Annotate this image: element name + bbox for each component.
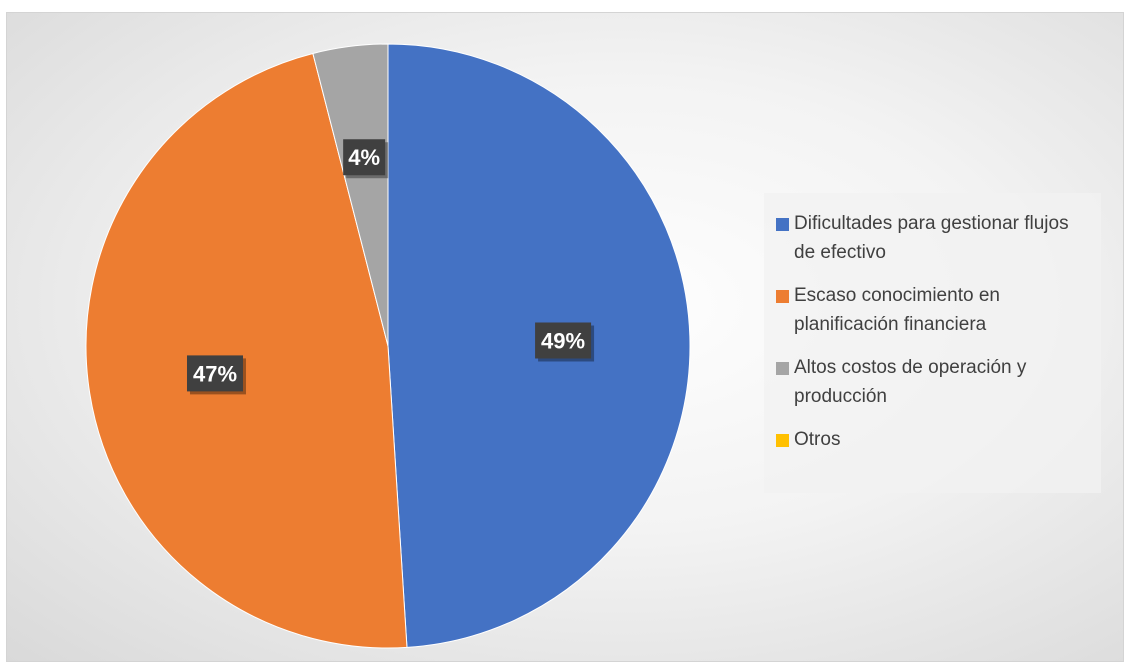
slice-financial-planning bbox=[85, 52, 408, 649]
data-label-box bbox=[535, 322, 592, 359]
legend-swatch bbox=[776, 434, 789, 447]
legend-item-otros: Otros bbox=[776, 425, 1094, 454]
legend-label: Otros bbox=[794, 429, 841, 450]
data-label-financial-planning: 47% bbox=[186, 355, 246, 395]
legend-swatch bbox=[776, 290, 789, 303]
data-label-operating-costs: 4% bbox=[343, 139, 389, 179]
legend-item-operating-costs: Altos costos de operación y producción bbox=[776, 353, 1094, 411]
legend-item-financial-planning: Escaso conocimiento en planificación fin… bbox=[776, 281, 1094, 339]
data-label-box bbox=[186, 355, 243, 392]
legend-label: Escaso conocimiento en planificación fin… bbox=[794, 285, 1000, 335]
data-label-cash-flow: 49% bbox=[535, 322, 595, 362]
legend: Dificultades para gestionar flujos de ef… bbox=[764, 193, 1101, 493]
legend-swatch bbox=[776, 362, 789, 375]
data-label-box bbox=[343, 139, 386, 176]
legend-label: Altos costos de operación y producción bbox=[794, 357, 1027, 407]
chart-area: 49% 47% 4% Dificultades para gestionar flu… bbox=[6, 12, 1124, 662]
legend-item-cash-flow: Dificultades para gestionar flujos de ef… bbox=[776, 209, 1094, 267]
data-label-text: 49% bbox=[541, 328, 585, 353]
legend-label: Dificultades para gestionar flujos de ef… bbox=[794, 213, 1069, 263]
data-label-text: 4% bbox=[348, 145, 380, 170]
data-label-text: 47% bbox=[193, 361, 237, 386]
legend-swatch bbox=[776, 218, 789, 231]
slice-operating-costs bbox=[312, 43, 389, 347]
pie-chart: 49% 47% 4% bbox=[85, 43, 691, 649]
